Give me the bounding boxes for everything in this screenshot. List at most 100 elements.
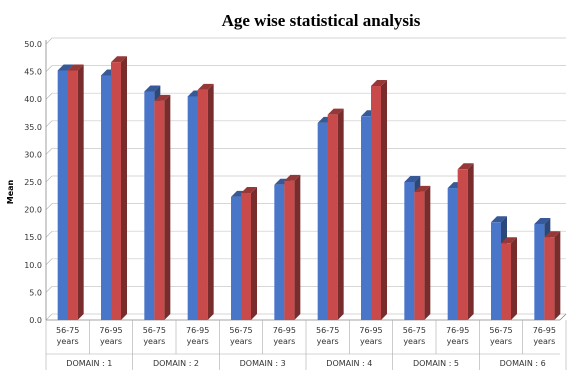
- bar: [144, 91, 155, 320]
- bar: [404, 182, 415, 320]
- bar-top: [491, 216, 507, 223]
- bar-side: [251, 187, 257, 320]
- bar: [447, 188, 458, 320]
- bar: [57, 70, 68, 320]
- bar-top: [111, 56, 127, 63]
- bar-side: [294, 174, 301, 320]
- gridline-diag: [45, 37, 53, 45]
- bar: [501, 243, 511, 320]
- bar-top: [241, 187, 257, 194]
- bar-side: [164, 94, 171, 320]
- x-axis-floor: [559, 313, 567, 321]
- y-tick-label: 40.0: [24, 95, 42, 104]
- x-category-label: 76-95 years: [99, 326, 122, 346]
- bar: [284, 180, 295, 320]
- y-tick-label: 0.0: [29, 316, 42, 325]
- x-group-label: DOMAIN : 4: [326, 359, 372, 368]
- x-category-label: 76-95 years: [359, 326, 382, 346]
- bar-top: [284, 174, 301, 181]
- y-tick-label: 25.0: [24, 178, 42, 187]
- bar-side: [467, 163, 474, 320]
- bar: [457, 169, 468, 320]
- x-group-label: DOMAIN : 3: [240, 359, 286, 368]
- bar-top: [144, 85, 161, 92]
- bars: [57, 56, 561, 321]
- x-group-label: DOMAIN : 5: [413, 359, 459, 368]
- bar: [544, 237, 555, 320]
- gridline-diag: [45, 175, 53, 183]
- x-category-label: 76-95 years: [186, 326, 209, 346]
- bar: [371, 85, 381, 321]
- bar-side: [77, 64, 84, 320]
- bar-top: [67, 64, 84, 71]
- bar-top: [197, 83, 214, 90]
- bar: [317, 122, 328, 320]
- bar-side: [207, 83, 214, 320]
- bar-top: [457, 163, 474, 170]
- gridlines: [45, 37, 566, 321]
- y-tick-label: 35.0: [24, 123, 42, 132]
- bar: [197, 89, 208, 320]
- x-category-label: 56-75 years: [143, 326, 166, 346]
- bar-top: [404, 176, 421, 182]
- bar: [274, 184, 285, 320]
- gridline-diag: [45, 120, 53, 128]
- gridline-diag: [45, 203, 53, 210]
- bar-top: [371, 79, 387, 86]
- y-tick-label: 15.0: [24, 233, 42, 242]
- bar: [231, 196, 241, 320]
- x-category-label: 76-95 years: [533, 326, 556, 346]
- y-tick-label: 10.0: [24, 261, 42, 270]
- bar: [534, 223, 545, 320]
- bar-side: [511, 237, 517, 320]
- y-tick-label: 45.0: [24, 68, 42, 77]
- x-group-label: DOMAIN : 6: [500, 359, 546, 368]
- gridline-diag: [45, 313, 53, 321]
- bar: [187, 96, 198, 320]
- x-category-label: 56-75 years: [229, 326, 252, 346]
- bar: [154, 100, 165, 320]
- gridline-diag: [45, 258, 53, 266]
- bar-top: [534, 217, 551, 224]
- bar: [414, 191, 425, 320]
- bar-top: [57, 64, 74, 71]
- bar: [491, 222, 501, 320]
- x-category-label: 56-75 years: [316, 326, 339, 346]
- y-axis-label: Mean: [6, 179, 15, 204]
- y-tick-label: 5.0: [29, 288, 42, 297]
- bar-top: [414, 185, 431, 192]
- gridline-diag: [45, 92, 53, 100]
- bar: [111, 62, 121, 320]
- gridline-diag: [45, 286, 53, 293]
- bar: [101, 75, 111, 321]
- x-category-label: 76-95 years: [273, 326, 296, 346]
- gridline-diag: [45, 65, 53, 72]
- bar-side: [121, 56, 127, 320]
- bar: [241, 193, 251, 320]
- x-category-label: 56-75 years: [403, 326, 426, 346]
- x-group-label: DOMAIN : 2: [153, 359, 199, 368]
- bar-top: [327, 108, 344, 115]
- gridline-diag: [45, 148, 53, 155]
- y-tick-label: 50.0: [24, 40, 42, 49]
- bar: [361, 116, 371, 320]
- bar: [327, 114, 338, 320]
- x-category-label: 56-75 years: [489, 326, 512, 346]
- bar-side: [381, 79, 387, 321]
- bar: [67, 70, 78, 320]
- chart-title: Age wise statistical analysis: [222, 11, 421, 30]
- bar-side: [424, 185, 431, 320]
- x-group-label: DOMAIN : 1: [66, 359, 112, 368]
- x-category-label: 76-95 years: [446, 326, 469, 346]
- bar-top: [544, 231, 561, 238]
- bar-top: [154, 94, 171, 101]
- bar-top: [501, 237, 517, 244]
- axes: [45, 40, 567, 370]
- bar-side: [337, 108, 344, 320]
- x-category-label: 56-75 years: [56, 326, 79, 346]
- bar-side: [554, 231, 561, 320]
- tick-labels: 0.0 5.0 10.0 15.0 20.0 25.0 30.0 35.0 40.0 45.0 50…: [24, 40, 556, 368]
- y-tick-label: 20.0: [24, 206, 42, 215]
- gridline-diag: [45, 230, 53, 238]
